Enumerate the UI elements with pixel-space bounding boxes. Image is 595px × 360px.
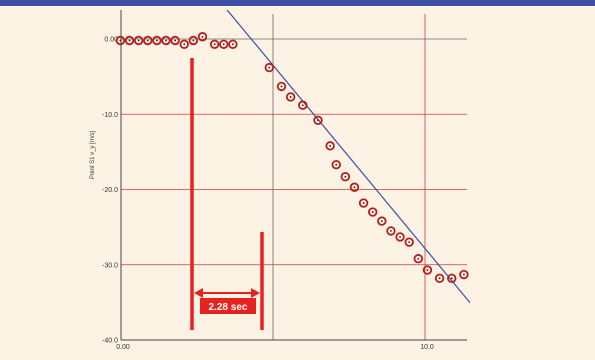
data-point [413, 254, 424, 264]
data-point-center [362, 202, 365, 204]
data-point [197, 32, 208, 42]
data-point [179, 39, 189, 49]
x-tick-label: 0.00 [116, 344, 130, 351]
data-point [349, 182, 360, 192]
data-point-center [390, 229, 392, 232]
interval-arrow-right-head [251, 288, 260, 298]
data-point [285, 92, 296, 102]
data-point [459, 269, 469, 280]
data-point-center [408, 241, 411, 244]
y-tick-label: -30.0 [102, 262, 118, 269]
data-point [228, 39, 238, 49]
data-point [404, 237, 414, 247]
data-point-center [289, 96, 292, 98]
data-point-center [128, 39, 131, 42]
data-point-center [426, 269, 429, 271]
data-point-center [119, 39, 122, 42]
data-point-center [450, 277, 453, 280]
fit-line [226, 10, 470, 304]
data-point-center [317, 119, 319, 122]
data-point [264, 62, 275, 73]
data-point-center [268, 66, 271, 69]
data-point-center [463, 273, 465, 276]
interval-label-box [200, 298, 256, 314]
y-tick-label: -10.0 [102, 112, 118, 119]
data-point [276, 81, 287, 92]
data-point [422, 265, 433, 275]
data-point [325, 141, 335, 151]
data-point-center [329, 144, 332, 147]
data-point-center [344, 175, 347, 178]
interval-label: 2.28 sec [209, 302, 248, 313]
data-point [133, 35, 144, 46]
data-point [143, 35, 153, 46]
data-point-center [165, 39, 167, 42]
data-point-center [201, 35, 204, 38]
data-point-center [301, 104, 304, 107]
data-point [340, 172, 351, 182]
y-tick-label: 0.00 [104, 37, 118, 44]
data-point [358, 198, 369, 208]
y-tick-label: -40.0 [102, 338, 118, 345]
data-point-center [399, 236, 401, 238]
data-point [124, 35, 135, 46]
data-point-center [137, 39, 140, 42]
x-tick-label: 10.0 [420, 344, 434, 351]
data-point [447, 273, 457, 283]
interval-arrow-left-head [194, 288, 203, 298]
data-point-center [146, 39, 149, 42]
data-point-center [183, 43, 186, 46]
data-point [313, 115, 323, 125]
data-point [152, 35, 162, 46]
data-point-center [438, 277, 441, 280]
data-point [188, 35, 199, 46]
data-point [386, 226, 396, 236]
data-point [115, 35, 126, 46]
data-point-center [280, 85, 283, 88]
top-accent-bar [0, 0, 595, 6]
data-point-center [353, 186, 356, 189]
data-point [368, 207, 378, 217]
data-point [219, 39, 229, 49]
data-point-center [213, 43, 216, 46]
data-point [161, 35, 171, 46]
data-point-center [335, 163, 338, 166]
data-point [377, 216, 387, 226]
data-point-center [174, 39, 177, 42]
y-axis-label: Point S1 v_y [m/s] [90, 130, 96, 179]
data-point [395, 232, 405, 242]
data-point [298, 100, 308, 110]
data-point [170, 35, 180, 46]
data-point-center [371, 211, 374, 213]
data-point [434, 273, 445, 283]
data-point [331, 159, 341, 170]
data-point-center [192, 39, 195, 42]
data-point [209, 39, 220, 49]
data-point-center [380, 220, 383, 223]
data-point-center [222, 43, 225, 46]
data-point-center [231, 43, 234, 46]
data-point-center [155, 39, 158, 42]
y-tick-label: -20.0 [102, 187, 118, 194]
data-point-center [417, 257, 420, 260]
